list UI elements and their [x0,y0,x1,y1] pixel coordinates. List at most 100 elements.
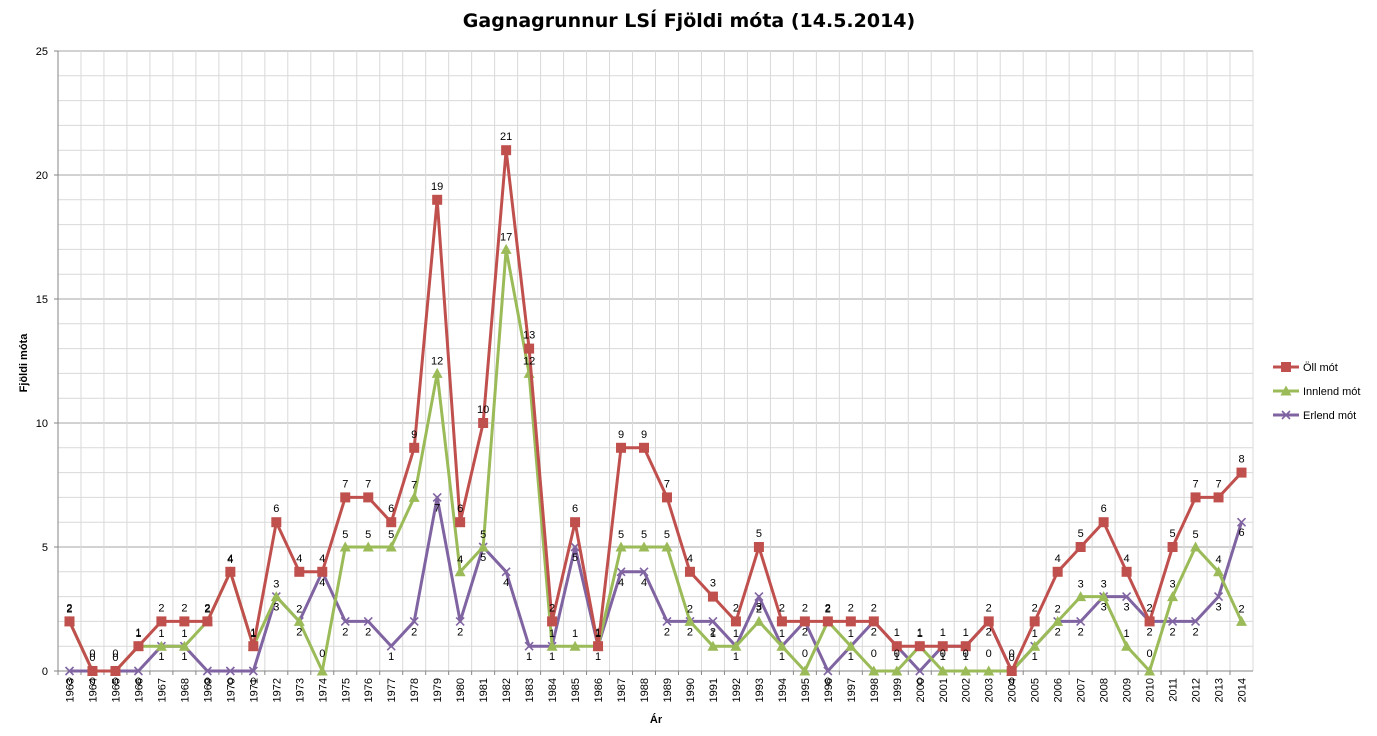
legend-label: Erlend mót [1303,410,1356,422]
data-point [776,616,787,627]
legend-marker [1280,385,1292,396]
data-label: 7 [1215,478,1221,490]
data-point [547,616,558,627]
x-tick-label: 1971 [248,678,260,702]
data-point [730,616,741,627]
data-point [891,641,902,652]
data-label: 0 [871,648,877,660]
x-marker-stroke [225,666,235,676]
data-label: 1 [848,651,854,663]
data-point [639,442,650,453]
x-marker-stroke [1122,592,1132,602]
data-label: 17 [500,231,512,243]
data-label: 0 [112,648,118,660]
data-point [960,665,972,676]
data-label: 1 [779,628,785,640]
x-tick-label: 1966 [133,678,145,702]
data-point [1006,666,1017,676]
x-tick-label: 1995 [800,678,812,702]
data-point [684,566,695,577]
x-tick-label: 1967 [156,678,168,702]
data-point [316,665,328,676]
x-marker-stroke [754,592,764,602]
data-label: 2 [664,626,670,638]
data-label: 1 [917,628,923,640]
data-label: 5 [572,552,578,564]
x-marker-stroke [823,666,833,676]
data-label: 1 [1032,628,1038,640]
data-label: 0 [204,676,210,688]
x-tick-label: 2011 [1168,678,1180,702]
x-marker-stroke [133,666,143,676]
data-label: 6 [1238,527,1244,539]
data-point [386,517,397,528]
data-point [730,640,742,651]
data-label: 3 [1101,579,1107,591]
data-label: 1 [135,628,141,640]
data-label: 2 [66,602,72,614]
data-point [661,541,673,552]
data-point [133,666,143,676]
data-label: 1 [549,628,555,640]
x-tick-label: 1969 [202,678,214,702]
data-label: 1 [848,628,854,640]
legend-marker [1281,362,1291,372]
data-label: 1 [250,627,256,639]
x-marker-stroke [1190,616,1201,626]
data-point [753,615,765,626]
data-label: 0 [89,652,95,664]
data-label: 2 [825,602,831,614]
x-marker-stroke [662,616,672,626]
series-layer [63,145,1248,676]
x-marker-stroke [524,641,534,651]
x-marker-stroke [432,492,442,502]
x-marker-stroke [202,666,212,676]
data-point [64,666,75,676]
data-point [202,666,212,676]
data-point [1236,467,1247,478]
data-point [937,641,948,652]
x-marker-stroke [1213,592,1224,602]
data-label: 1 [779,651,785,663]
data-point [294,566,305,577]
data-point [707,591,718,602]
data-point [868,616,879,627]
data-point [1213,592,1224,602]
data-label: 0 [963,648,969,660]
chart-title: Gagnagrunnur LSÍ Fjöldi móta (14.5.2014) [463,9,915,32]
x-marker-stroke [455,616,465,626]
data-point [1075,591,1087,602]
data-point [1213,566,1225,577]
y-tick-label: 0 [42,666,48,678]
data-point [983,616,994,627]
data-label: 5 [756,528,762,540]
x-marker-stroke [616,567,626,577]
data-label: 5 [365,529,371,541]
data-point [179,616,190,627]
x-tick-label: 1977 [386,678,398,702]
x-tick-label: 1964 [87,678,99,702]
data-label: 4 [457,554,463,566]
data-label: 3 [1170,579,1176,591]
data-label: 2 [158,602,164,614]
data-label: 2 [825,603,831,615]
x-marker-stroke [1168,616,1178,626]
data-label: 2 [1147,602,1153,614]
data-label: 9 [641,429,647,441]
x-tick-label: 1972 [271,678,283,702]
data-label: 6 [457,503,463,515]
data-point [616,567,626,577]
x-marker-stroke [340,616,350,626]
data-point [1190,616,1201,626]
data-point [914,641,925,652]
x-marker-stroke [248,666,258,676]
data-label: 2 [365,626,371,638]
legend-label: Innlend mót [1303,386,1360,398]
data-point [110,666,121,676]
data-point [340,616,350,626]
data-label: 2 [296,603,302,615]
x-tick-label: 1973 [294,678,306,702]
data-label: 5 [342,529,348,541]
data-label: 1 [181,628,187,640]
